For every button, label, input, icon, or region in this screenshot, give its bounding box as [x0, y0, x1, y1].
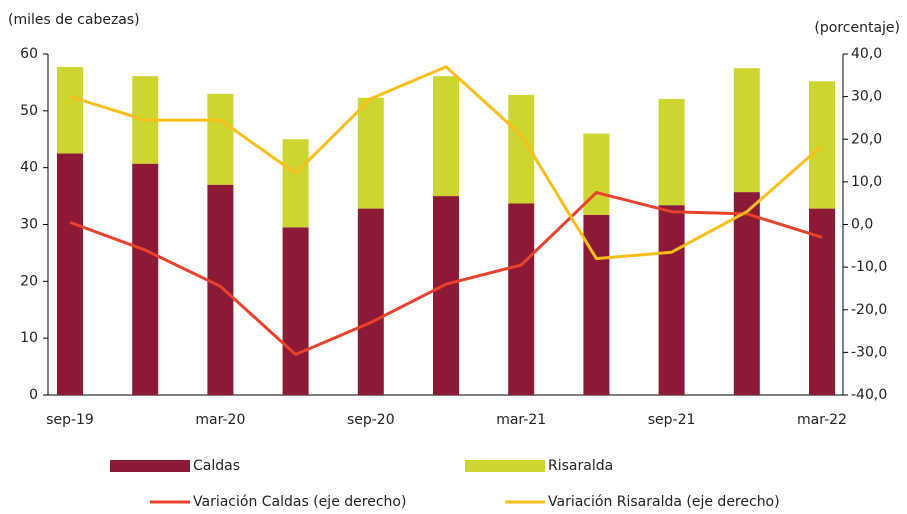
bar: [658, 205, 685, 395]
bar: [57, 153, 83, 395]
bar: [207, 93, 234, 185]
x-tick-label: mar-20: [195, 412, 245, 428]
y2-axis-label: (porcentaje): [814, 20, 900, 36]
y2-tick-label: 40,0: [851, 46, 882, 62]
bar: [508, 203, 535, 395]
y-tick-label: 60: [20, 46, 38, 62]
legend-swatch: [465, 460, 545, 472]
bar: [733, 68, 760, 193]
bar: [57, 67, 83, 154]
y2-tick-label: -40,0: [851, 387, 887, 403]
x-tick-label: sep-20: [347, 412, 395, 428]
legend-swatch: [110, 460, 190, 472]
bar: [282, 227, 309, 395]
legend-label: Variación Caldas (eje derecho): [193, 494, 406, 510]
y2-tick-label: 10,0: [851, 174, 882, 190]
bar: [733, 192, 760, 395]
y2-tick-label: 20,0: [851, 131, 882, 147]
bar: [282, 139, 309, 228]
legend-label: Risaralda: [548, 458, 613, 474]
x-tick-label: mar-22: [797, 412, 847, 428]
y-tick-label: 10: [20, 330, 38, 346]
y2-tick-label: -10,0: [851, 259, 887, 275]
bar: [658, 98, 685, 206]
bar: [809, 208, 835, 395]
y2-tick-label: 0,0: [851, 217, 873, 233]
x-tick-label: mar-21: [496, 412, 546, 428]
bar: [433, 76, 459, 197]
y-tick-label: 0: [29, 387, 38, 403]
y2-tick-label: 30,0: [851, 89, 882, 105]
y-tick-label: 40: [20, 160, 38, 176]
legend-label: Caldas: [193, 458, 240, 474]
bar: [433, 196, 459, 395]
bar: [132, 163, 159, 395]
bar: [357, 208, 384, 395]
y2-tick-label: -20,0: [851, 302, 887, 318]
x-tick-label: sep-19: [46, 412, 94, 428]
legend-label: Variación Risaralda (eje derecho): [548, 494, 780, 510]
y2-tick-label: -30,0: [851, 344, 887, 360]
bar: [207, 184, 234, 395]
bar: [809, 81, 835, 209]
y-tick-label: 20: [20, 273, 38, 289]
y-tick-label: 30: [20, 217, 38, 233]
bar: [357, 97, 384, 209]
line: [69, 191, 823, 357]
line: [69, 65, 823, 261]
y-tick-label: 50: [20, 103, 38, 119]
y-axis-label: (miles de cabezas): [8, 12, 140, 28]
x-tick-label: sep-21: [648, 412, 696, 428]
